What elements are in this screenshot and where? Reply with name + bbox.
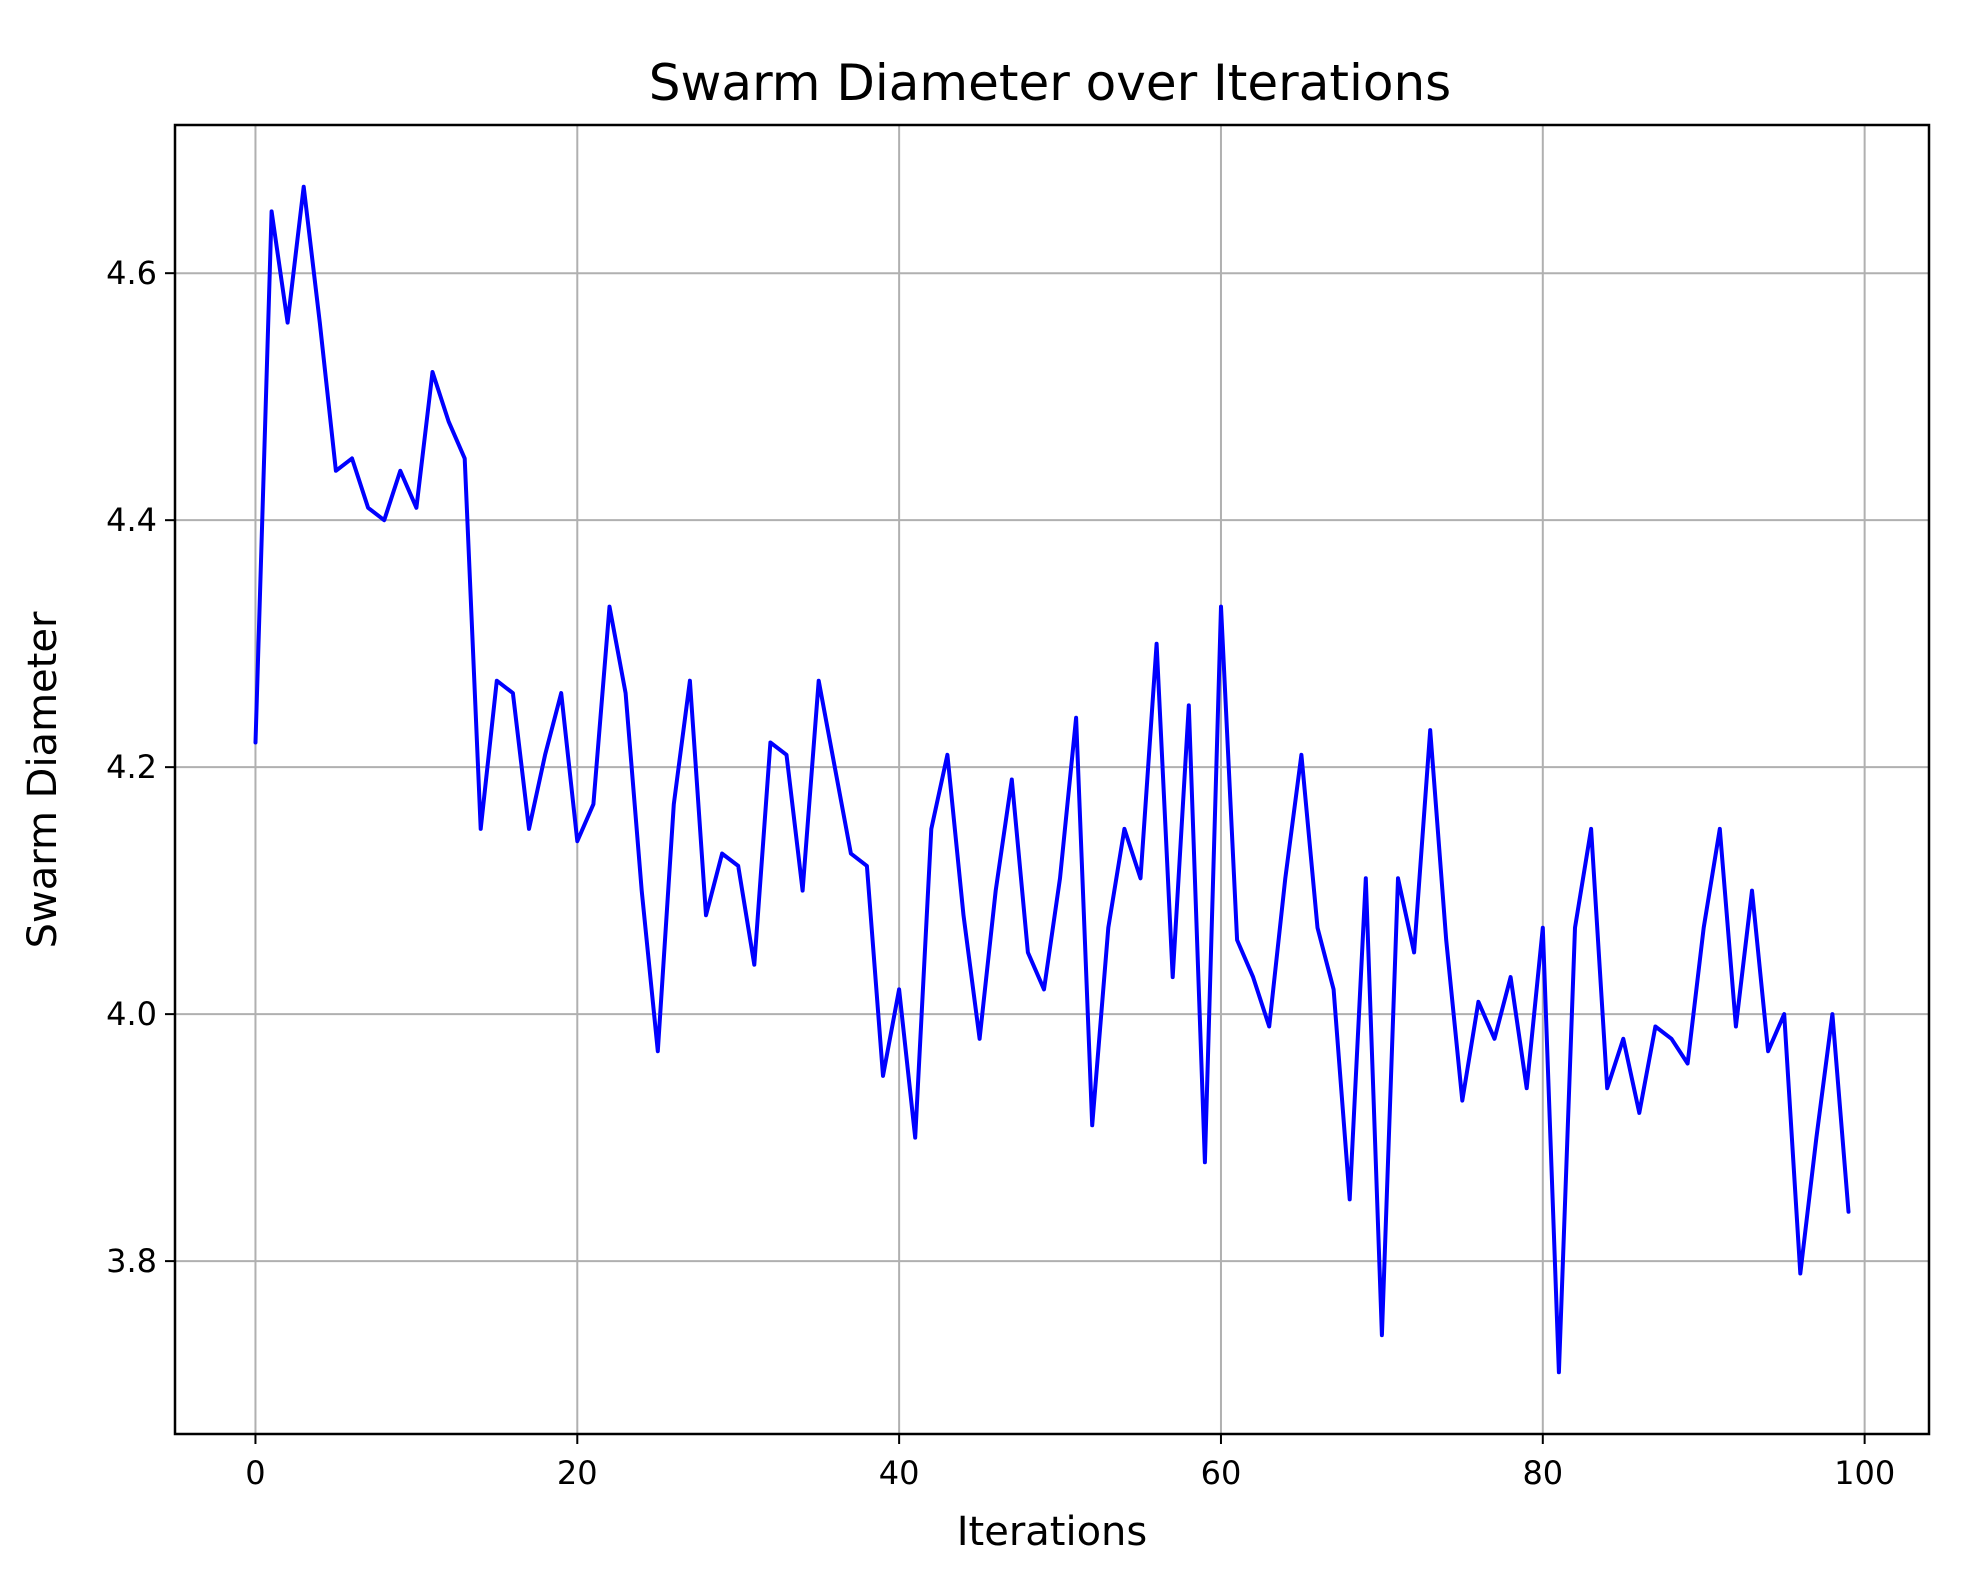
- x-tick-label: 20: [557, 1454, 598, 1492]
- y-tick-label: 4.2: [106, 748, 157, 786]
- x-tick-label: 0: [245, 1454, 265, 1492]
- y-tick-label: 4.4: [106, 501, 157, 539]
- y-tick-label: 3.8: [106, 1242, 157, 1280]
- x-tick-label: 40: [879, 1454, 920, 1492]
- x-tick-label: 80: [1522, 1454, 1563, 1492]
- y-tick-label: 4.6: [106, 254, 157, 292]
- series-line-0: [253, 184, 1851, 1375]
- x-axis-label: Iterations: [957, 1509, 1148, 1555]
- y-axis-label: Swarm Diameter: [20, 611, 66, 948]
- x-tick-label: 100: [1834, 1454, 1895, 1492]
- grid: [175, 125, 1929, 1434]
- x-tick-label: 60: [1201, 1454, 1242, 1492]
- chart-title: Swarm Diameter over Iterations: [649, 54, 1451, 112]
- y-tick-label: 4.0: [106, 995, 157, 1033]
- plot-frame: [173, 123, 1931, 1436]
- series-group: [253, 184, 1851, 1375]
- ticks: 0 20 40 60 80 100 3.8 4.0 4.2 4.4 4.6: [106, 254, 1895, 1492]
